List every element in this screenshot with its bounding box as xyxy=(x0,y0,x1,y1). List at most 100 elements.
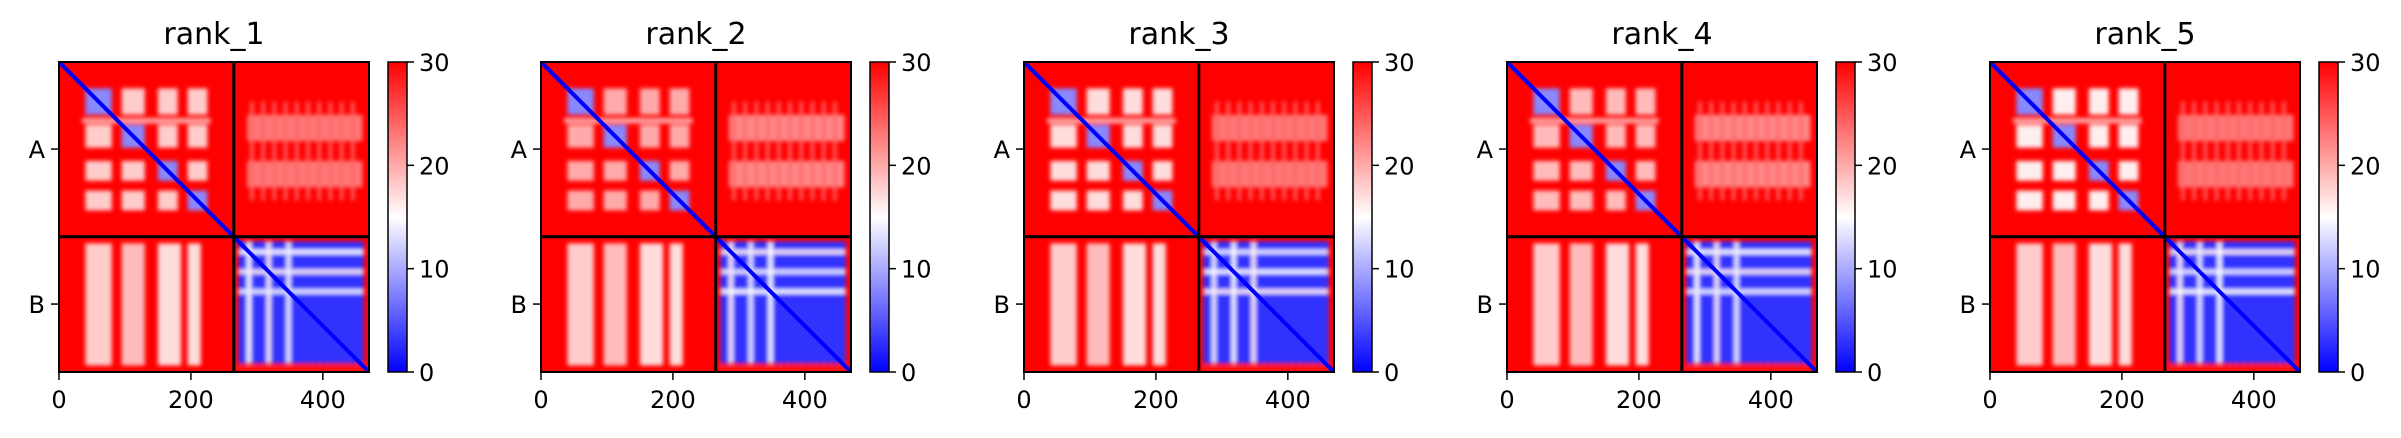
colorbar-tick-label: 0 xyxy=(2350,359,2365,387)
heatmap-cell xyxy=(121,190,145,211)
heatmap-cell xyxy=(1533,160,1560,181)
heatmap-cell xyxy=(1720,101,1724,201)
heatmap-cell xyxy=(1318,364,1325,371)
heatmap-cell xyxy=(1296,364,1303,371)
pae-heatmap xyxy=(1990,62,2300,372)
heatmap-cell xyxy=(1237,101,1241,201)
colorbar-tick-label: 0 xyxy=(901,359,916,387)
heatmap-cell xyxy=(1152,124,1173,148)
heatmap-cell xyxy=(1267,364,1274,371)
heatmap-cell xyxy=(283,101,288,201)
heatmap-cell xyxy=(295,101,299,201)
heatmap-cell xyxy=(799,101,803,201)
heatmap-cell xyxy=(2269,364,2276,371)
heatmap-cell xyxy=(2168,364,2175,371)
heatmap-cell xyxy=(1765,101,1769,201)
heatmap-cell xyxy=(244,364,251,371)
heatmap-cell xyxy=(603,88,627,115)
heatmap-cell xyxy=(1765,364,1772,371)
colorbar-tick-label: 0 xyxy=(1867,359,1882,387)
heatmap-cell xyxy=(1224,364,1231,371)
heatmap-cell xyxy=(1152,88,1173,115)
colorbar-tick-label: 30 xyxy=(2350,49,2381,77)
colorbar-frame xyxy=(2318,61,2339,373)
heatmap-diagonal xyxy=(1990,62,2300,372)
heatmap-cell xyxy=(1282,101,1286,201)
chain-label-A: A xyxy=(511,136,528,164)
colorbar-tick-label: 10 xyxy=(901,256,932,284)
heatmap-cell xyxy=(1605,124,1626,148)
heatmap-cell xyxy=(669,124,690,148)
heatmap-cell xyxy=(2016,124,2043,148)
heatmap-cell xyxy=(2181,101,2185,201)
heatmap-cell xyxy=(1779,364,1786,371)
pae-heatmap xyxy=(1507,62,1817,372)
heatmap-cell xyxy=(272,101,276,201)
x-tick-label: 0 xyxy=(533,386,548,414)
heatmap-cell xyxy=(1754,101,1758,201)
heatmap-cell xyxy=(121,160,145,181)
x-tick-label: 400 xyxy=(1748,386,1794,414)
colorbar-frame xyxy=(1352,61,1373,373)
heatmap-cell xyxy=(261,101,265,201)
heatmap-cell xyxy=(2248,101,2252,201)
colorbar-frame xyxy=(387,61,408,373)
heatmap-cell xyxy=(1605,88,1626,115)
x-tick-label: 0 xyxy=(1982,386,1997,414)
heatmap-cell xyxy=(1274,364,1281,371)
heatmap-cell xyxy=(2118,243,2132,366)
heatmap-cell xyxy=(1209,364,1216,371)
heatmap-cell xyxy=(1569,88,1593,115)
heatmap-cell xyxy=(813,364,820,371)
heatmap-cell xyxy=(1215,101,1219,201)
chain-label-A: A xyxy=(1477,136,1494,164)
x-tick-label: 400 xyxy=(782,386,828,414)
heatmap-cell xyxy=(754,101,758,201)
heatmap-frame xyxy=(58,61,370,373)
heatmap-cell xyxy=(85,160,112,181)
panel-title: rank_1 xyxy=(163,17,264,52)
heatmap-cell xyxy=(2169,289,2295,294)
heatmap-cell xyxy=(2016,160,2043,181)
heatmap-cell xyxy=(733,364,740,371)
heatmap-cell xyxy=(187,243,201,366)
heatmap-cell xyxy=(1086,190,1110,211)
heatmap-cell xyxy=(351,101,355,201)
heatmap-cell xyxy=(266,364,273,371)
heatmap-cell xyxy=(1152,243,1166,366)
heatmap-cell xyxy=(250,101,254,201)
colorbar-tick-label: 20 xyxy=(901,152,932,180)
heatmap-cell xyxy=(1122,124,1143,148)
colorbar-tick-label: 30 xyxy=(901,49,932,77)
heatmap-cell xyxy=(1271,101,1275,201)
heatmap-cell xyxy=(728,241,733,364)
heatmap-cell xyxy=(1122,190,1143,211)
heatmap-cell xyxy=(187,160,208,181)
heatmap-cell xyxy=(1086,243,1110,366)
panel-rank_2: rank_2 0 200 400 A B 0 10 20 30 xyxy=(511,17,932,414)
heatmap-cell xyxy=(755,364,762,371)
heatmap-cell xyxy=(2118,124,2139,148)
heatmap-cell xyxy=(2088,88,2109,115)
heatmap-cell xyxy=(719,364,726,371)
heatmap-cell xyxy=(121,243,145,366)
heatmap-cell xyxy=(1686,289,1812,294)
heatmap-cell xyxy=(302,364,309,371)
heatmap-cell xyxy=(1635,160,1656,181)
heatmap-cell xyxy=(1569,160,1593,181)
heatmap-cell xyxy=(339,101,344,201)
heatmap-cell xyxy=(1260,101,1264,201)
heatmap-diagonal xyxy=(59,62,369,372)
heatmap-cell xyxy=(306,101,310,201)
heatmap-cell xyxy=(1231,364,1238,371)
heatmap-cell xyxy=(1530,118,1659,124)
panel-rank_1: rank_1 0 200 400 A B 0 10 20 30 xyxy=(29,17,450,414)
x-tick-label: 200 xyxy=(650,386,696,414)
heatmap-cell xyxy=(1605,243,1630,366)
heatmap-cell xyxy=(85,124,112,148)
heatmap-cell xyxy=(1786,364,1793,371)
colorbar xyxy=(1836,62,1855,372)
heatmap-cell xyxy=(741,364,748,371)
heatmap-cell xyxy=(567,190,594,211)
